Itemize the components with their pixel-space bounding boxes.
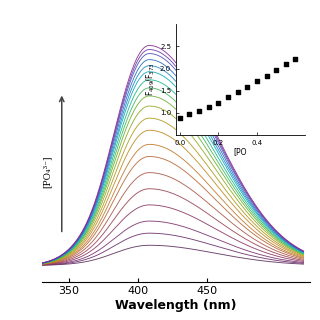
Text: [PO₄³⁻]: [PO₄³⁻] [43, 155, 52, 188]
X-axis label: Wavelength (nm): Wavelength (nm) [115, 299, 237, 312]
